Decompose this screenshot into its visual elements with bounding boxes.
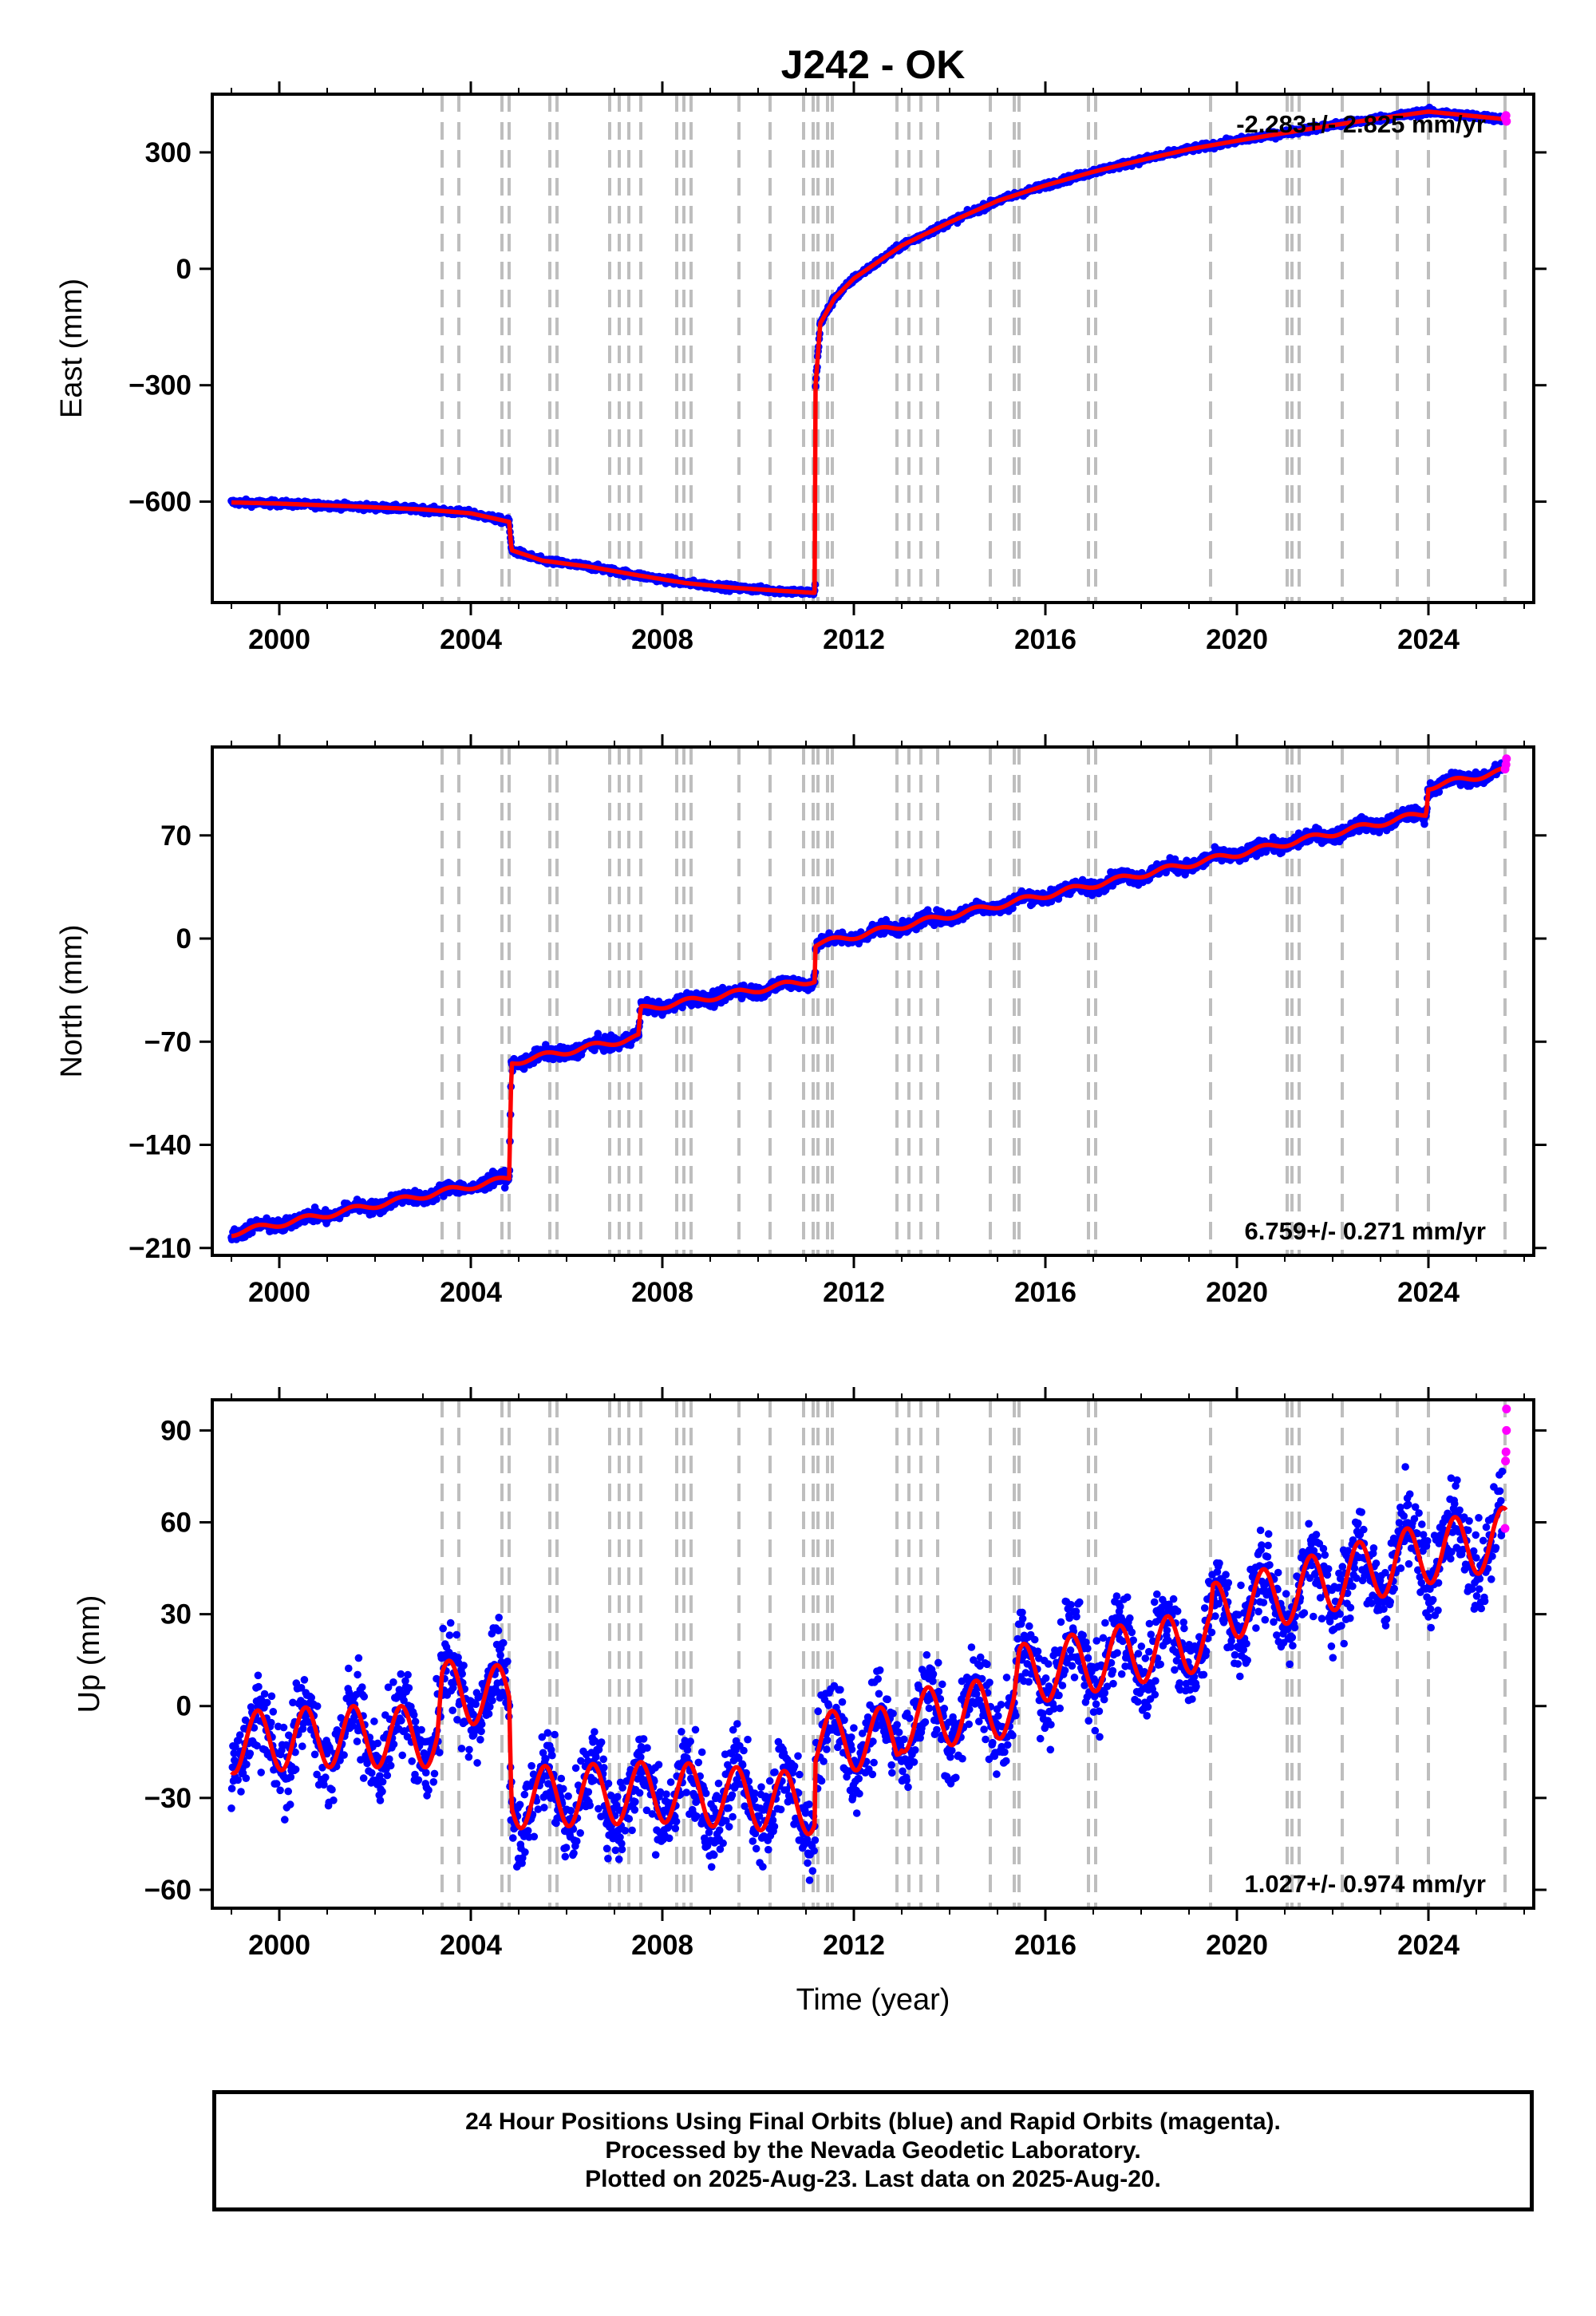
x-tick-label: 2004 [440,624,502,655]
x-tick-label: 2008 [631,624,693,655]
rate-annotation: -2.283+/- 2.825 mm/yr [1236,110,1486,138]
panel-east: 2000 2004 2008 2012 2016 2020 2024 −600 −300 0 300… [55,81,1547,655]
panel-frame [211,93,1535,604]
panel-north: 2000 2004 2008 2012 2016 2020 2024−210−140−700… [55,734,1547,1308]
x-axis-label: Time (year) [796,1983,950,2017]
x-tick-label: 2012 [823,624,885,655]
plot-area-north [227,747,1511,1255]
x-tick-label: 2000 [248,624,310,655]
x-tick-label: 2016 [1014,624,1077,655]
rapid-orbit-point [1502,117,1511,126]
final-orbit-points [227,103,1507,599]
model-line [230,109,1507,595]
y-tick-label: −600 [128,487,192,518]
final-orbit-points [227,759,1507,1243]
y-axis-label: East (mm) [55,279,89,418]
x-tick-label: 2024 [1397,624,1460,655]
y-tick-label: 300 [145,137,192,168]
y-tick-label: 0 [176,254,192,285]
x-tick-label: 2020 [1206,624,1268,655]
y-tick-label: −300 [128,370,192,401]
chart-title: J242 - OK [781,42,966,87]
plot-area-east [227,94,1511,603]
